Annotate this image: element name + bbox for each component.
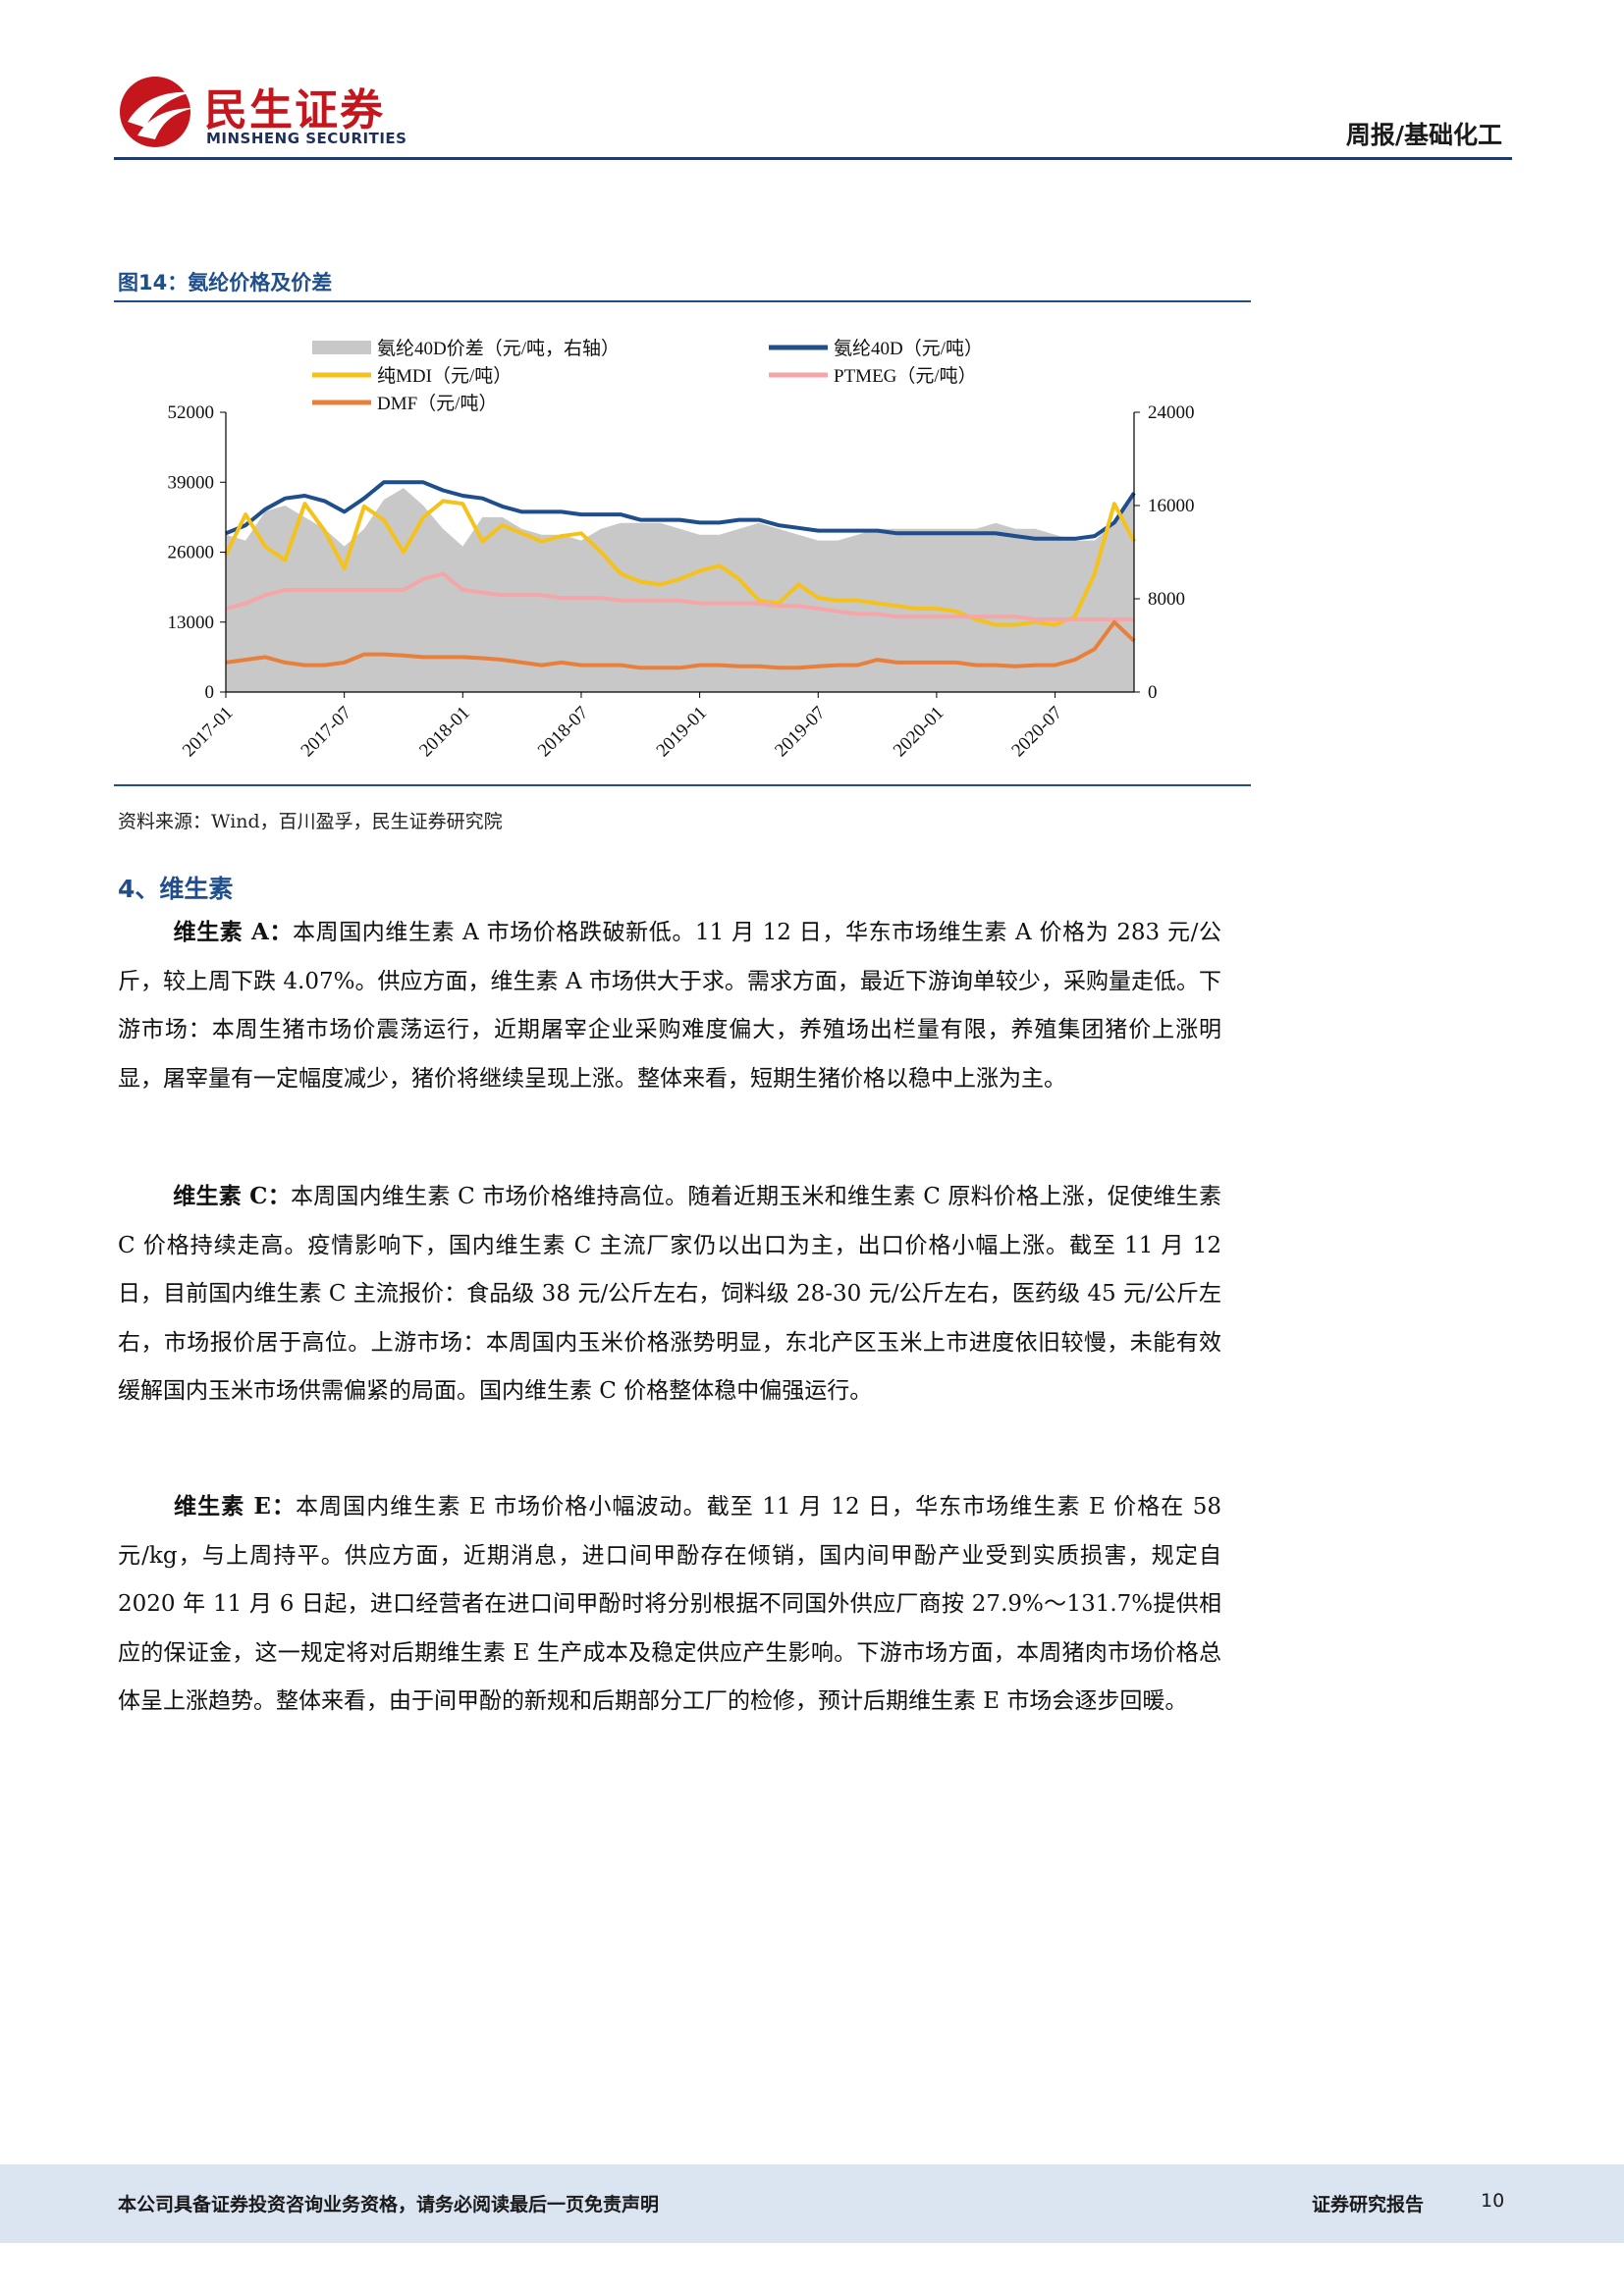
page-number: 10 [1481,2190,1505,2212]
x-tick-label: 2019-07 [771,703,830,762]
paragraph-lead: 维生素 C： [173,1183,291,1209]
x-tick-label: 2020-01 [890,703,948,762]
left-tick-label: 52000 [168,402,215,423]
figure-top-rule [114,300,1251,302]
series-area-spread [226,488,1134,692]
logo-emblem-icon [120,77,194,147]
logo-cn-text: 民生证券 [204,85,385,135]
x-tick-label: 2020-07 [1007,703,1066,762]
left-tick-label: 13000 [168,613,215,633]
company-logo: 民生证券 MINSHENG SECURITIES [116,71,410,151]
figure-bottom-rule [114,784,1251,786]
report-category: 周报/基础化工 [1345,121,1502,149]
paragraph-vitamin-e: 维生素 E：本周国内维生素 E 市场价格小幅波动。截至 11 月 12 日，华东… [118,1482,1221,1727]
left-tick-label: 26000 [168,543,215,563]
x-tick-label: 2017-07 [298,703,356,762]
footer-disclaimer: 本公司具备证券投资咨询业务资格，请务必阅读最后一页免责声明 [118,2194,660,2216]
right-tick-label: 24000 [1148,402,1195,423]
footer-report-type: 证券研究报告 [1312,2194,1425,2216]
logo-en-text: MINSHENG SECURITIES [206,130,407,147]
legend-mdi-label: 纯MDI（元/吨） [377,365,512,387]
paragraph-text: 本周国内维生素 E 市场价格小幅波动。截至 11 月 12 日，华东市场维生素 … [118,1494,1221,1714]
spandex-price-chart: 0 13000 26000 39000 52000 0 8000 16000 24000 2017… [168,338,1195,762]
paragraph-text: 本周国内维生素 C 市场价格维持高位。随着近期玉米和维生素 C 原料价格上涨，促… [118,1184,1221,1404]
left-tick-label: 39000 [168,472,215,493]
page-footer: 本公司具备证券投资咨询业务资格，请务必阅读最后一页免责声明 证券研究报告 10 [0,2164,1624,2243]
paragraph-vitamin-a: 维生素 A：本周国内维生素 A 市场价格跌破新低。11 月 12 日，华东市场维… [118,908,1221,1103]
section-title: 4、维生素 [118,875,234,903]
paragraph-lead: 维生素 E： [173,1493,297,1520]
legend-ptmeg-label: PTMEG（元/吨） [834,365,977,387]
series-line-dmf [225,619,1136,670]
legend-spandex-40d-label: 氨纶40D（元/吨） [834,338,983,359]
x-tick-label: 2017-01 [179,703,238,762]
right-tick-label: 8000 [1148,589,1185,610]
legend-spread-swatch [312,341,371,354]
x-tick-label: 2019-01 [653,703,712,762]
paragraph-text: 本周国内维生素 A 市场价格跌破新低。11 月 12 日，华东市场维生素 A 价… [118,920,1221,1092]
x-tick-label: 2018-07 [534,703,593,762]
paragraph-vitamin-c: 维生素 C：本周国内维生素 C 市场价格维持高位。随着近期玉米和维生素 C 原料… [118,1172,1221,1416]
legend-spread-label: 氨纶40D价差（元/吨，右轴） [377,338,620,359]
figure-title: 图14：氨纶价格及价差 [118,271,333,294]
right-tick-label: 0 [1148,682,1158,703]
series-line-ptmeg [225,571,1134,621]
series-line-spandex-40d [225,480,1136,541]
paragraph-lead: 维生素 A： [173,919,294,945]
figure-source: 资料来源：Wind，百川盈孚，民生证券研究院 [118,811,503,832]
right-tick-label: 16000 [1148,496,1195,516]
left-tick-label: 0 [205,682,215,703]
series-line-mdi [224,499,1136,627]
header-divider [114,157,1512,160]
legend-dmf-label: DMF（元/吨） [377,393,497,414]
x-tick-label: 2018-01 [415,703,474,762]
